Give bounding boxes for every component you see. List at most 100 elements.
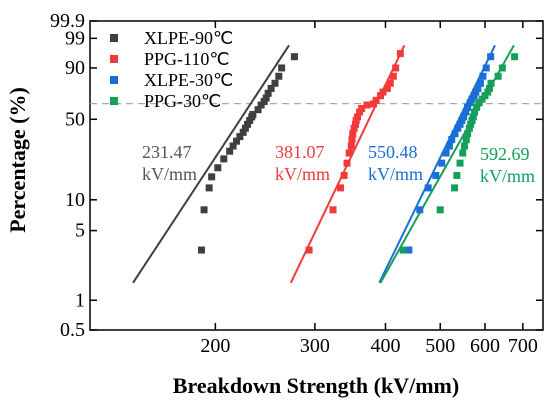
data-point [453,171,461,179]
data-point [358,105,366,113]
data-point [405,246,413,254]
data-point [348,136,356,144]
data-point [468,95,476,103]
x-tick-label: 600 [470,335,500,357]
data-point [471,108,479,116]
data-point [260,98,268,106]
data-point [479,72,487,80]
x-tick-label: 300 [300,335,330,357]
annotation-unit: kV/mm [142,164,197,184]
data-point [275,72,283,80]
data-point [347,142,355,150]
annotation-value: 550.48 [368,142,418,162]
data-point [271,79,279,87]
data-point [485,84,493,92]
data-point [487,79,495,87]
y-tick-label: 99.9 [50,10,85,32]
data-point [356,108,364,116]
data-point [340,171,348,179]
data-point [473,103,481,111]
data-point [442,149,450,157]
data-point [432,171,440,179]
legend-marker [110,34,118,42]
data-point [456,159,464,167]
data-point [267,84,275,92]
annotation-unit: kV/mm [480,166,535,186]
fit-lines [132,44,515,284]
data-point [451,184,459,192]
data-point [379,88,387,96]
data-point [254,106,262,114]
annotation-value: 231.47 [142,142,192,162]
y-tick-label: 5 [75,220,85,242]
y-tick-label: 99 [65,27,85,49]
data-point [511,53,519,61]
annotations: 231.47kV/mm381.07kV/mm550.48kV/mm592.69k… [142,142,535,186]
legend-label: XLPE-30℃ [144,70,233,90]
data-point [389,72,397,80]
annotation-value: 381.07 [275,142,325,162]
legend-marker [110,55,118,63]
data-point [487,53,495,61]
legend-label: XLPE-90℃ [144,28,233,48]
data-point [445,142,453,150]
data-point [474,84,482,92]
data-point [467,120,475,128]
data-point [244,120,252,128]
data-point [200,206,208,214]
data-point [459,149,467,157]
data-point [396,50,404,58]
data-point [386,79,394,87]
data-point [476,79,484,87]
data-point [494,72,502,80]
data-point [377,92,385,100]
plot-frame [89,20,544,331]
data-point [465,124,473,132]
data-point [468,117,476,125]
y-tick-label: 0.5 [60,319,85,341]
data-point [343,159,351,167]
data-point [249,110,257,118]
data-point [278,64,286,72]
data-point [469,113,477,121]
data-point [458,117,466,125]
axis-layer [89,20,544,331]
data-point [350,124,358,132]
data-point [205,184,213,192]
data-point [264,89,272,97]
data-point [363,101,371,109]
data-point [438,159,446,167]
data-point [383,84,391,92]
annotation-unit: kV/mm [368,164,423,184]
legend-marker [110,97,118,105]
data-point [349,130,357,138]
fit-line-2 [378,44,496,284]
data-point [454,124,462,132]
x-tick-label: 500 [425,335,455,357]
data-point [416,206,424,214]
data-point [290,53,298,61]
data-points [197,50,519,254]
data-point [481,92,489,100]
x-tick-label: 400 [370,335,400,357]
y-tick-label: 50 [65,108,85,130]
data-point [484,88,492,96]
data-point [236,133,244,141]
data-point [482,64,490,72]
data-point [470,92,478,100]
data-point [472,88,480,96]
legend-label: PPG-30℃ [144,91,221,111]
x-tick-label: 700 [508,335,538,357]
y-axis-title: Percentage (%) [5,87,30,233]
data-point [352,117,360,125]
data-point [464,103,472,111]
data-point [460,113,468,121]
data-point [329,206,337,214]
data-point [448,136,456,144]
data-point [462,136,470,144]
data-point [220,155,228,163]
data-point [464,130,472,138]
x-axis-title: Breakdown Strength (kV/mm) [173,373,459,398]
